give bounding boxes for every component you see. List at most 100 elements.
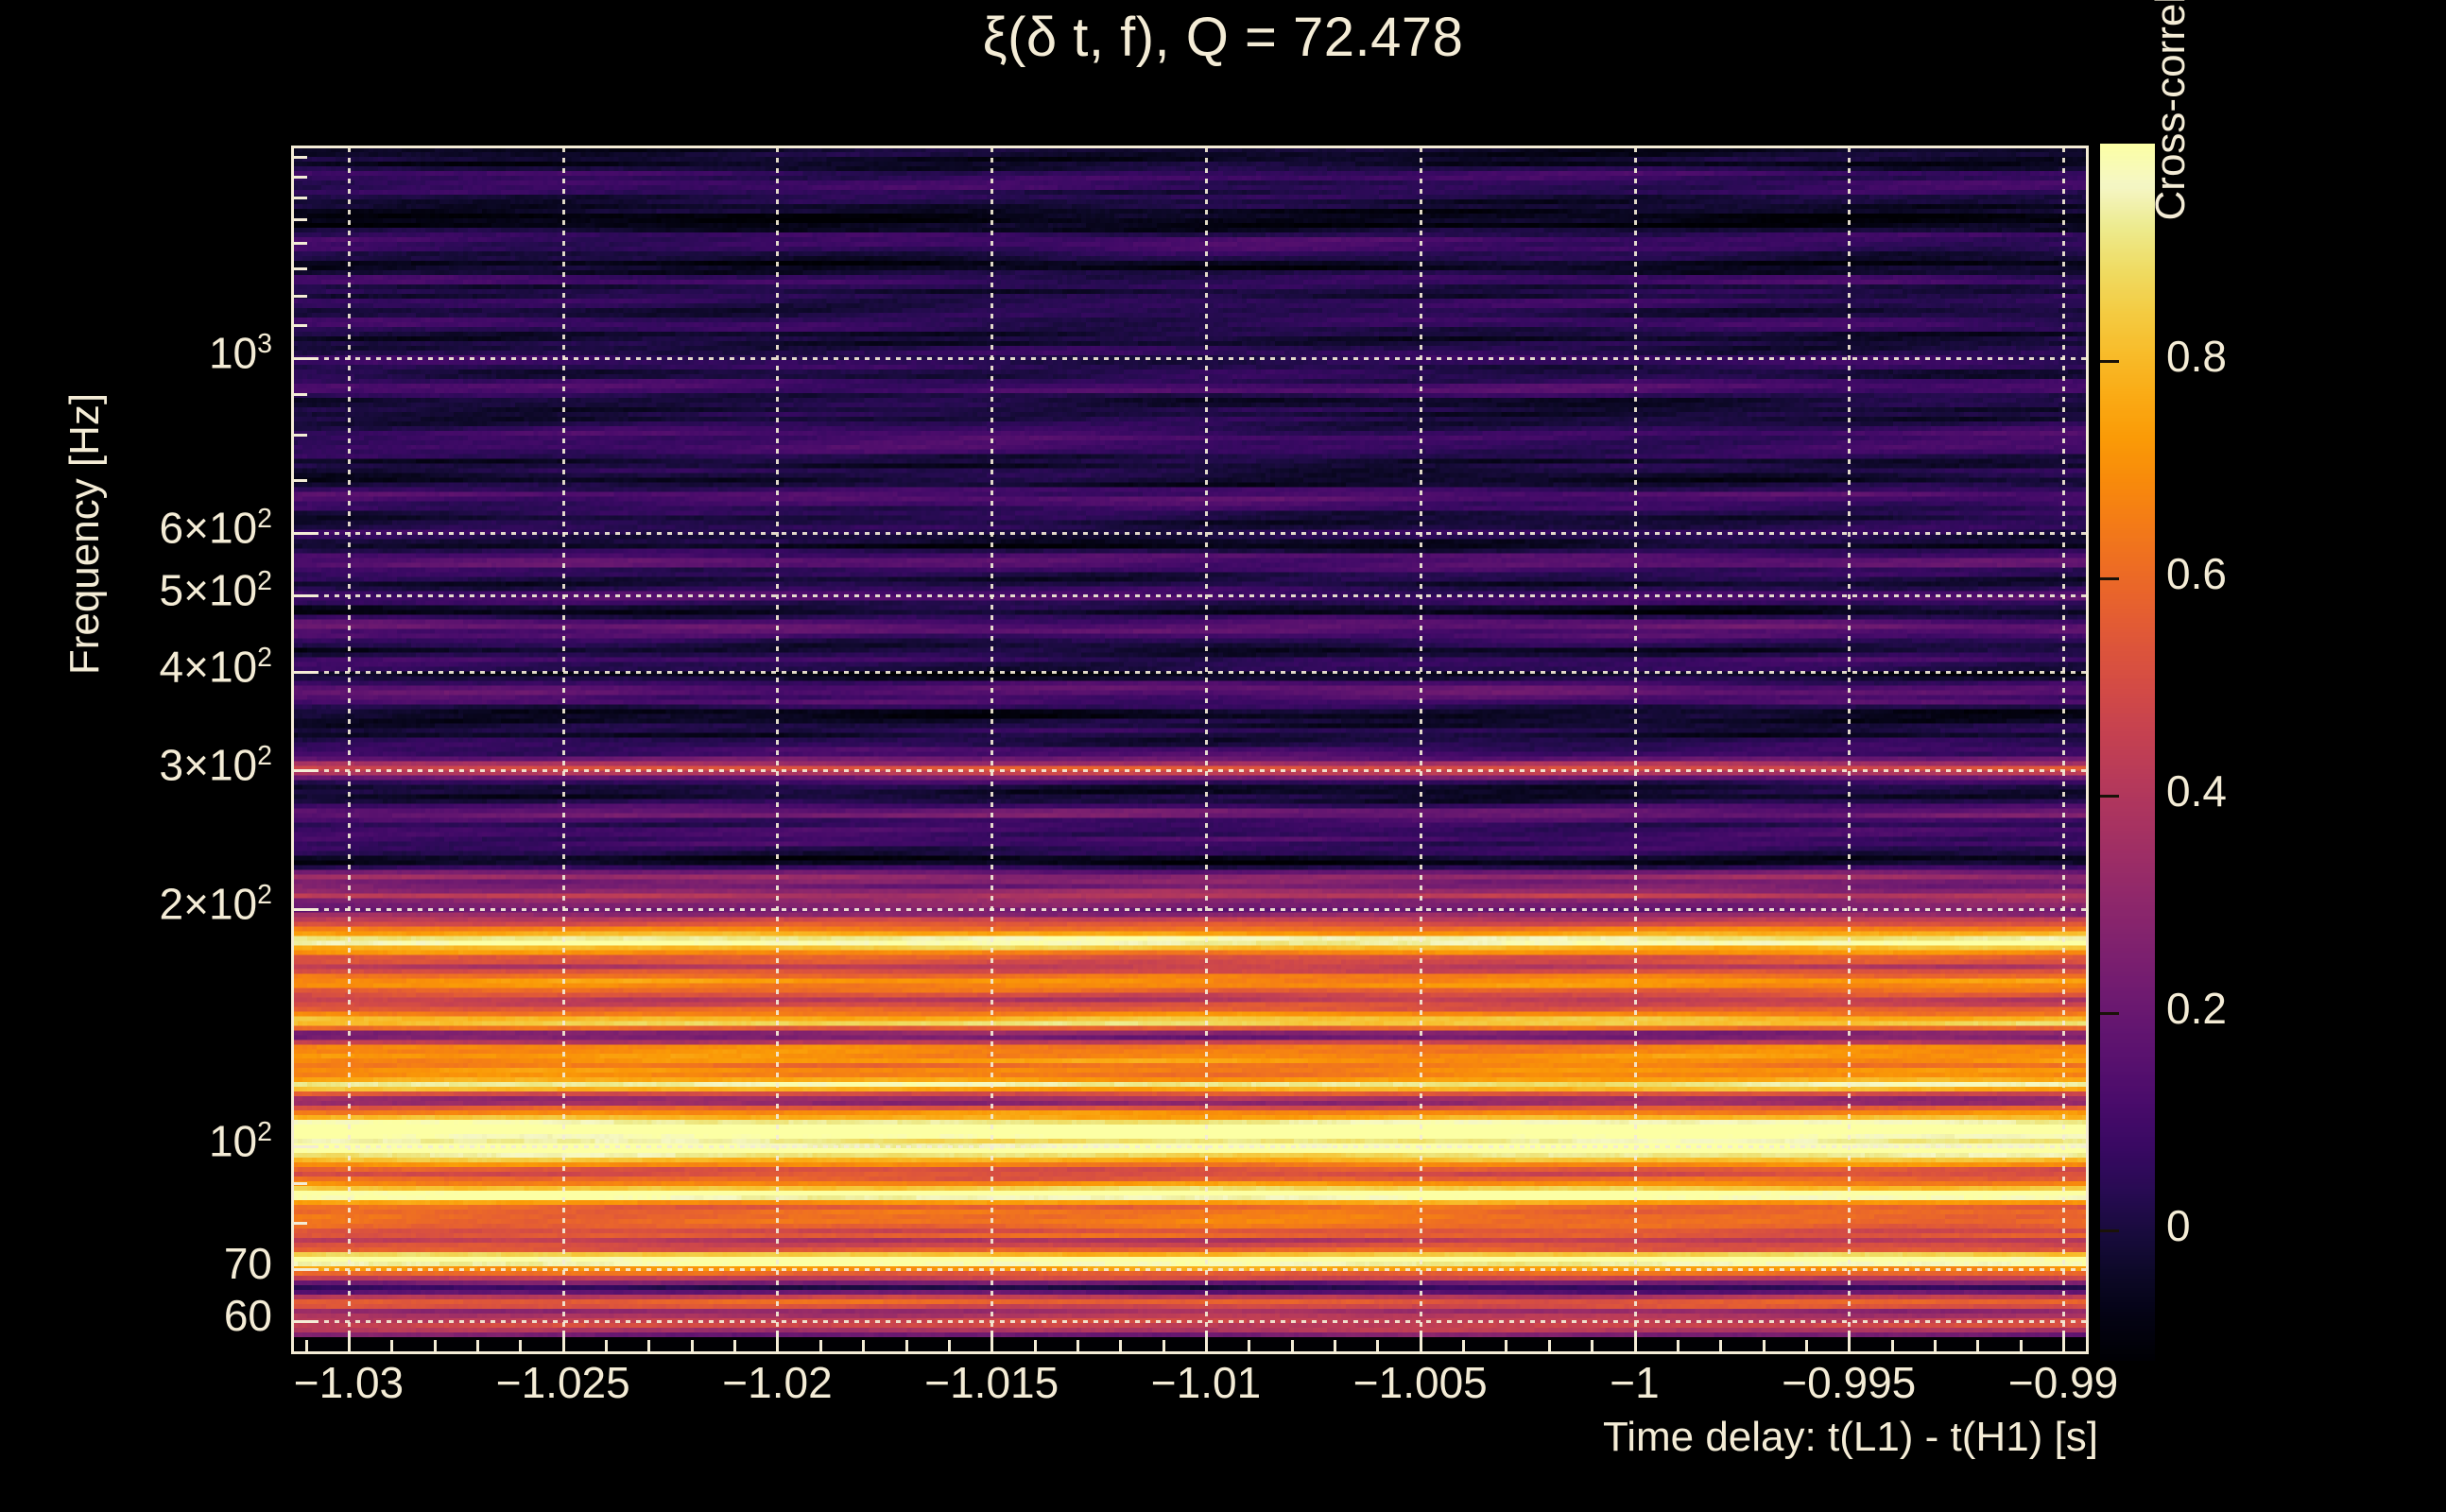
y-tick-label: 103 (26, 328, 272, 378)
x-tick-mark-minor (1419, 1340, 1422, 1353)
x-tick-mark-minor (862, 1340, 866, 1353)
x-tick-mark-minor (2019, 1340, 2023, 1353)
y-tick-mark-minor (294, 670, 307, 674)
y-tick-label-exponent: 2 (257, 504, 272, 535)
y-tick-label: 3×102 (26, 743, 272, 787)
y-tick-mark-minor (294, 266, 307, 270)
colorbar-gradient (2100, 144, 2155, 1361)
x-tick-mark-minor (433, 1340, 437, 1353)
x-tick-mark-minor (1762, 1340, 1766, 1353)
top-axis-line (291, 146, 2089, 148)
y-tick-mark-minor (294, 393, 307, 397)
y-tick-label-mantissa: 2×10 (159, 879, 258, 929)
y-tick-mark-minor (294, 908, 307, 912)
x-tick-mark-minor (1290, 1340, 1294, 1353)
x-tick-mark-minor (519, 1340, 523, 1353)
y-tick-mark-minor (294, 594, 307, 598)
y-tick-mark-minor (294, 175, 307, 179)
x-tick-mark-minor (1890, 1340, 1894, 1353)
x-tick-mark-minor (733, 1340, 737, 1353)
y-tick-label: 4×102 (26, 642, 272, 692)
colorbar-tick-mark (2100, 577, 2119, 580)
x-tick-mark-minor (2062, 1340, 2066, 1353)
right-axis-line (2086, 147, 2089, 1353)
x-tick-mark-minor (1462, 1340, 1466, 1353)
x-tick-mark-minor (1719, 1340, 1723, 1353)
y-tick-mark-minor (294, 532, 307, 536)
x-tick-mark-minor (304, 1340, 308, 1353)
y-tick-mark-minor (294, 1320, 307, 1324)
x-tick-mark-minor (647, 1340, 651, 1353)
x-tick-mark-minor (1547, 1340, 1551, 1353)
y-tick-mark-minor (294, 1222, 307, 1226)
y-tick-mark-minor (294, 155, 307, 159)
y-tick-mark-minor (294, 196, 307, 199)
y-tick-label-mantissa: 3×10 (159, 740, 258, 790)
y-tick-label-exponent: 2 (257, 566, 272, 597)
y-tick-mark-minor (294, 1181, 307, 1185)
y-tick-label-mantissa: 10 (208, 328, 258, 378)
colorbar-tick-mark (2100, 1229, 2119, 1232)
x-tick-mark-minor (1376, 1340, 1380, 1353)
colorbar-tick-label: 0.6 (2166, 549, 2227, 598)
x-tick-mark-minor (1162, 1340, 1165, 1353)
y-tick-mark-minor (294, 294, 307, 298)
y-tick-mark-minor (294, 1267, 307, 1271)
x-axis-title: Time delay: t(L1) - t(H1) [s] (1602, 1414, 2098, 1460)
y-tick-mark-minor (294, 242, 307, 245)
heatmap-plot-area[interactable] (293, 147, 2087, 1351)
x-tick-mark-minor (476, 1340, 479, 1353)
colorbar-tick-mark (2100, 360, 2119, 363)
colorbar-tick-label: 0.2 (2166, 984, 2227, 1033)
y-tick-label-mantissa: 60 (223, 1291, 272, 1341)
y-tick-mark-minor (294, 217, 307, 221)
y-tick-mark-minor (294, 479, 307, 483)
y-tick-label: 102 (26, 1119, 272, 1163)
y-tick-label-mantissa: 10 (208, 1116, 258, 1166)
x-tick-mark-minor (1933, 1340, 1937, 1353)
y-tick-label: 5×102 (26, 565, 272, 615)
x-tick-mark-minor (947, 1340, 951, 1353)
colorbar-tick-mark (2100, 795, 2119, 798)
x-tick-mark-minor (990, 1340, 994, 1353)
x-tick-mark-minor (1804, 1340, 1808, 1353)
x-tick-label: −1.02 (722, 1358, 833, 1407)
y-tick-mark-minor (294, 356, 307, 360)
colorbar-tick-label: 0.8 (2166, 332, 2227, 381)
x-tick-mark-minor (1334, 1340, 1337, 1353)
x-tick-mark-minor (1676, 1340, 1679, 1353)
y-tick-label: 2×102 (26, 879, 272, 929)
x-tick-label: −1.015 (924, 1358, 1059, 1407)
x-tick-label: −1.01 (1150, 1358, 1262, 1407)
heatmap-image (293, 147, 2087, 1351)
x-tick-mark-minor (1505, 1340, 1508, 1353)
x-tick-label: −1.03 (293, 1358, 405, 1407)
y-tick-label-exponent: 2 (257, 880, 272, 911)
x-tick-mark-minor (904, 1340, 908, 1353)
x-tick-mark-minor (1633, 1340, 1637, 1353)
x-tick-label: −0.99 (2007, 1358, 2119, 1407)
x-tick-mark-minor (1076, 1340, 1079, 1353)
x-tick-mark-minor (347, 1340, 351, 1353)
x-tick-mark-minor (1033, 1340, 1037, 1353)
y-axis-line (291, 147, 294, 1353)
y-tick-label-mantissa: 70 (223, 1238, 272, 1288)
colorbar[interactable] (2100, 144, 2155, 1361)
x-tick-label: −0.995 (1782, 1358, 1917, 1407)
y-tick-label-mantissa: 5×10 (159, 565, 258, 615)
x-tick-mark-minor (1248, 1340, 1251, 1353)
x-tick-mark-minor (1976, 1340, 1980, 1353)
y-tick-label: 6×102 (26, 503, 272, 553)
x-tick-mark-minor (561, 1340, 565, 1353)
page-title: ξ(δ t, f), Q = 72.478 (982, 7, 1464, 68)
y-tick-mark-minor (294, 769, 307, 773)
y-tick-label-mantissa: 6×10 (159, 503, 258, 553)
y-tick-label-exponent: 3 (257, 328, 272, 359)
x-tick-mark-minor (818, 1340, 822, 1353)
x-tick-mark-minor (605, 1340, 609, 1353)
y-tick-mark-minor (294, 324, 307, 328)
y-tick-mark-minor (294, 433, 307, 437)
x-tick-mark-minor (1205, 1340, 1208, 1353)
y-tick-label-mantissa: 4×10 (159, 642, 258, 692)
colorbar-tick-label: 0.4 (2166, 766, 2227, 816)
